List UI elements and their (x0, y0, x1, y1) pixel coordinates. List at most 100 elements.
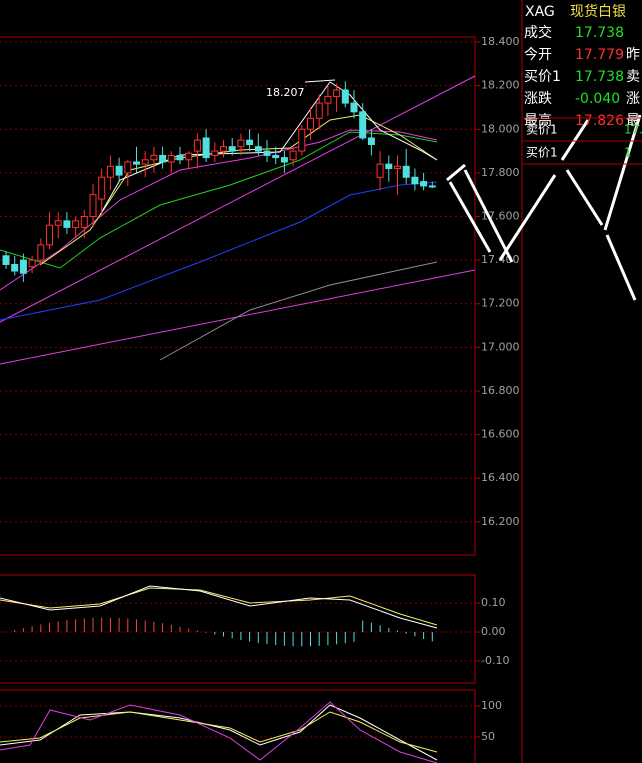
candle-body (37, 244, 45, 261)
y-tick-label: 16.600 (481, 428, 520, 441)
candle-body (28, 259, 36, 268)
candle-body (315, 102, 323, 119)
candle-body (133, 161, 140, 165)
ma-line (159, 261, 438, 361)
quote-label: 涨跌 (524, 91, 552, 107)
arrow (560, 119, 590, 161)
macd-panel (0, 574, 476, 684)
candle-body (72, 220, 80, 228)
ma-line (39, 114, 438, 266)
arrow (498, 174, 557, 261)
ma-line (99, 81, 438, 216)
macd-lines (0, 585, 438, 629)
y-tick-label: 18.200 (481, 79, 520, 92)
y-tick-label: 18.000 (481, 122, 520, 135)
candle-body (385, 163, 393, 170)
candle-body (54, 220, 62, 226)
candle-body (420, 181, 428, 187)
candle-body (298, 128, 306, 152)
arrow (603, 114, 642, 231)
candle-body (176, 154, 184, 161)
candle-body (19, 259, 27, 274)
candle-body (80, 216, 88, 228)
y-tick-label: 17.000 (481, 340, 520, 353)
quote-value: 17.826 (575, 113, 624, 129)
candle-body (211, 150, 219, 156)
candle-body (411, 176, 419, 185)
y-tick-label: 0.10 (481, 596, 506, 609)
quote-value: 17.738 (575, 25, 624, 41)
quote-label: 最 (626, 113, 640, 129)
candle-body (63, 220, 71, 228)
depth-label: 卖价1 (526, 123, 558, 137)
quote-value: -0.040 (575, 91, 620, 107)
candle-body (307, 117, 314, 130)
candle-body (202, 137, 210, 159)
macd-histogram (14, 617, 433, 647)
candle-body (428, 185, 436, 188)
y-tick-label: 0.00 (481, 625, 506, 638)
annotation: 18.207 (266, 86, 305, 99)
candle-body (394, 165, 401, 170)
candle-body (228, 146, 236, 152)
depth-value: 1 (624, 146, 632, 160)
y-tick-label: 16.800 (481, 384, 520, 397)
candle-body (141, 159, 149, 165)
arrow (605, 234, 637, 301)
quote-value: 17.779 (575, 47, 624, 63)
y-tick-label: 16.400 (481, 471, 520, 484)
candle-body (359, 111, 367, 139)
candle-body (376, 163, 384, 178)
y-tick-label: 17.800 (481, 166, 520, 179)
depth-label: 买价1 (526, 146, 558, 160)
quote-label: 买价1 (524, 69, 561, 85)
ma-line (0, 131, 438, 269)
candle-body (185, 152, 193, 161)
quote-label: 最高 (524, 112, 552, 129)
annotation-line (304, 79, 336, 83)
candle-body (220, 146, 227, 152)
quote-value: 17.738 (575, 69, 624, 85)
candle-body (46, 224, 53, 246)
candle-body (341, 89, 349, 104)
candle-body (350, 102, 358, 113)
candle-body (2, 255, 10, 265)
instrument-name: 现货白银 (570, 3, 626, 20)
candle-body (333, 89, 341, 98)
y-tick-label: 50 (481, 730, 495, 743)
candle-body (106, 165, 114, 178)
y-tick-label: 100 (481, 699, 502, 712)
ma-line (0, 181, 438, 321)
kdj-panel (0, 689, 476, 763)
candle-body (237, 139, 245, 148)
quote-label: 卖 (626, 69, 640, 85)
y-tick-label: 16.200 (481, 515, 520, 528)
candle-body (246, 139, 254, 146)
candle-body (263, 150, 271, 156)
candle-body (150, 154, 158, 161)
quote-label: 昨 (626, 47, 640, 63)
candle-body (402, 165, 410, 178)
depth-value: 17. (624, 123, 642, 137)
candle-body (324, 96, 332, 104)
y-tick-label: 18.400 (481, 35, 520, 48)
y-tick-label: -0.10 (481, 654, 509, 667)
candle-body (159, 154, 167, 163)
quote-label: 涨 (626, 91, 640, 107)
candle-body (272, 154, 280, 159)
candle-body (193, 139, 201, 152)
symbol: XAG (525, 4, 555, 20)
candle-body (124, 161, 132, 174)
arrow (448, 181, 492, 253)
arrows (446, 114, 642, 301)
candle-body (115, 165, 123, 176)
candle-body (167, 154, 175, 163)
main-panel (0, 36, 476, 556)
indicators (0, 75, 476, 365)
arrow (565, 169, 604, 226)
kdj-lines (0, 701, 438, 763)
candle-body (367, 137, 375, 146)
candle-body (89, 194, 97, 218)
quote-label: 成交 (524, 24, 552, 41)
